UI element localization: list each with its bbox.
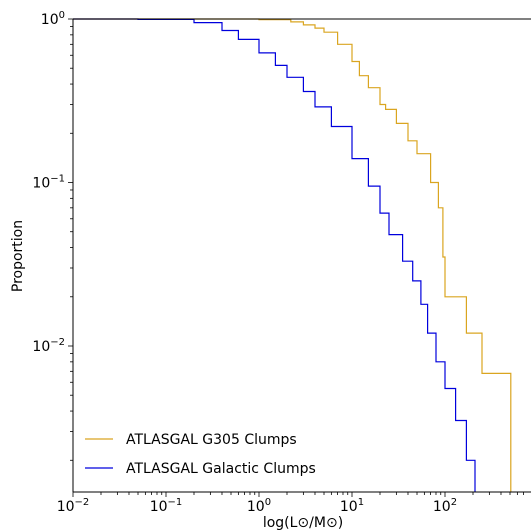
series-line-g305 <box>73 18 512 492</box>
y-tick-label: 100 <box>41 10 65 28</box>
series-line-galactic <box>73 18 476 492</box>
x-tick-label: 100 <box>247 497 271 515</box>
legend: ATLASGAL G305 Clumps ATLASGAL Galactic C… <box>85 432 316 477</box>
y-axis-label: Proportion <box>10 220 26 292</box>
y-tick-label: 10−1 <box>32 174 65 192</box>
y-tick-label: 10−2 <box>32 337 65 355</box>
x-tick-label: 10−2 <box>57 497 90 515</box>
x-tick-label: 101 <box>340 497 364 515</box>
x-axis-label: log(L⊙/M⊙) <box>263 515 343 530</box>
axes-frame <box>72 18 531 493</box>
x-tick-label: 102 <box>433 497 457 515</box>
ticks-layer: 10−2 10−1 100 101 102 100 10−1 10−2 <box>32 10 524 515</box>
x-tick-label: 10−1 <box>150 497 183 515</box>
series-layer <box>73 18 512 492</box>
legend-label-galactic: ATLASGAL Galactic Clumps <box>126 461 316 477</box>
legend-label-g305: ATLASGAL G305 Clumps <box>126 432 297 448</box>
